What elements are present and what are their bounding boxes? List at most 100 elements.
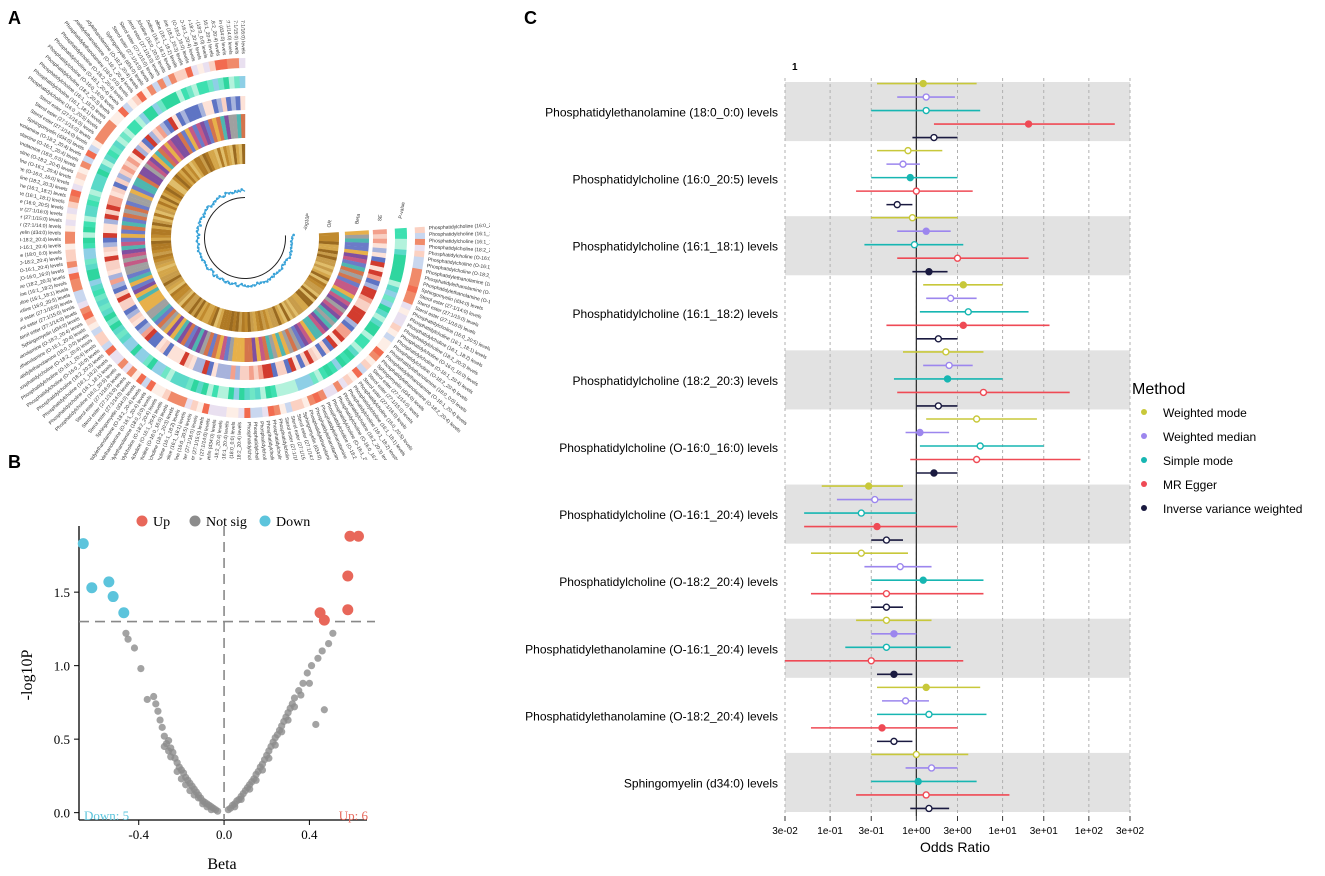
circos-segment — [83, 242, 96, 249]
circos-segment — [107, 199, 122, 208]
circos-segment — [151, 231, 172, 236]
circos-segment — [240, 96, 246, 111]
circos-segment — [187, 355, 198, 370]
circos-track-point — [227, 192, 231, 195]
volcano-point-not-sig — [299, 679, 307, 687]
circos-segment — [188, 105, 199, 121]
circos-segment — [220, 58, 228, 70]
circos-segment — [317, 366, 329, 380]
circos-segment — [239, 76, 246, 89]
forest-legend-label: MR Egger — [1163, 478, 1217, 492]
circos-segment — [191, 124, 206, 148]
circos-segment — [226, 58, 234, 69]
circos-segment — [231, 407, 239, 418]
circos-segment — [109, 276, 125, 286]
circos-segment — [350, 340, 363, 354]
circos-segment — [112, 284, 128, 295]
circos-segment — [116, 292, 132, 304]
volcano-point-not-sig — [182, 781, 190, 789]
circos-track-point — [266, 280, 269, 283]
circos-segment — [105, 119, 118, 131]
circos-segment — [310, 345, 323, 360]
volcano-y-tick-label: 1.0 — [54, 659, 70, 674]
circos-segment — [151, 153, 173, 173]
circos-segment — [235, 96, 241, 111]
circos-segment — [232, 58, 240, 69]
circos-outer-label: Phosphatidylethanolamine (O-18:2_20:4) l… — [20, 237, 62, 245]
volcano-y-tick-label: 0.0 — [54, 806, 70, 821]
volcano-legend-marker — [259, 515, 271, 527]
forest-point-estimate — [922, 106, 930, 115]
circos-outer-label: Phosphatidylcholine (O-16:1_20:4) levels — [245, 422, 252, 460]
circos-segment — [79, 160, 92, 171]
circos-segment — [228, 76, 236, 89]
circos-segment — [126, 339, 139, 353]
circos-track-point — [203, 260, 207, 264]
circos-segment — [244, 311, 248, 332]
circos-ring-label: OR — [326, 219, 333, 228]
circos-segment — [155, 206, 176, 216]
circos-track-point — [290, 243, 293, 246]
circos-segment — [184, 377, 195, 391]
circos-track-point — [270, 275, 274, 279]
circos-segment — [75, 171, 88, 181]
volcano-point-not-sig — [130, 644, 139, 652]
circos-segment — [409, 273, 422, 282]
volcano-point-not-sig — [325, 640, 333, 648]
circos-segment — [124, 204, 149, 215]
circos-segment — [240, 114, 246, 139]
volcano-point-down — [77, 538, 89, 550]
circos-segment — [337, 322, 352, 336]
forest-exposure-label: Phosphatidylcholine (O-16:0_16:0) levels — [559, 441, 778, 455]
circos-segment — [319, 301, 341, 321]
circos-segment — [326, 293, 349, 311]
circos-ring-labels: -log10P OR Beta SE P-value — [303, 201, 407, 231]
circos-outer-label: Sphingomyelin (d34:0) levels — [20, 229, 62, 236]
circos-segment — [414, 244, 425, 252]
circos-segment — [173, 70, 184, 83]
circos-segment — [372, 238, 387, 244]
circos-segment — [188, 125, 203, 150]
circos-segment — [335, 278, 359, 293]
circos-segment — [106, 267, 122, 277]
circos-segment — [206, 333, 218, 358]
circos-segment — [121, 241, 146, 247]
circos-segment — [340, 265, 365, 277]
circos-segment — [349, 308, 364, 321]
volcano-point-not-sig — [177, 775, 185, 783]
circos-track-point — [198, 220, 202, 224]
circos-track-point — [275, 271, 279, 275]
circos-segment — [158, 267, 179, 279]
circos-segment — [180, 323, 196, 346]
volcano-legend-label: Down — [276, 515, 310, 530]
forest-point-estimate — [972, 415, 981, 423]
circos-segment — [296, 288, 314, 305]
circos-segment — [134, 115, 147, 129]
volcano-point-not-sig — [137, 664, 145, 673]
forest-point-estimate — [945, 361, 953, 370]
circos-segment — [341, 262, 366, 273]
circos-segment — [228, 114, 235, 139]
circos-segment — [169, 370, 181, 385]
circos-segment — [336, 275, 361, 289]
circos-segment — [202, 332, 215, 357]
circos-segment — [211, 98, 220, 114]
circos-segment — [136, 286, 160, 303]
circos-segment — [382, 293, 396, 304]
circos-segment — [414, 238, 425, 246]
forest-exposure-label: Phosphatidylethanolamine (O-16:1_20:4) l… — [525, 642, 778, 656]
circos-segment — [332, 380, 344, 393]
circos-track-point — [234, 281, 237, 285]
circos-segment — [191, 328, 205, 352]
circos-segment — [148, 300, 170, 320]
circos-track-point — [289, 240, 293, 243]
circos-ring-label: SE — [377, 214, 384, 222]
circos-segment — [161, 191, 181, 204]
forest-point-estimate — [925, 710, 933, 719]
circos-segment — [103, 246, 118, 253]
circos-segment — [103, 222, 118, 230]
forest-point-estimate — [927, 764, 936, 772]
circos-segment — [153, 305, 175, 326]
forest-exposure-label: Phosphatidylcholine (O-16:1_20:4) levels — [559, 508, 778, 522]
circos-segment — [85, 149, 98, 160]
